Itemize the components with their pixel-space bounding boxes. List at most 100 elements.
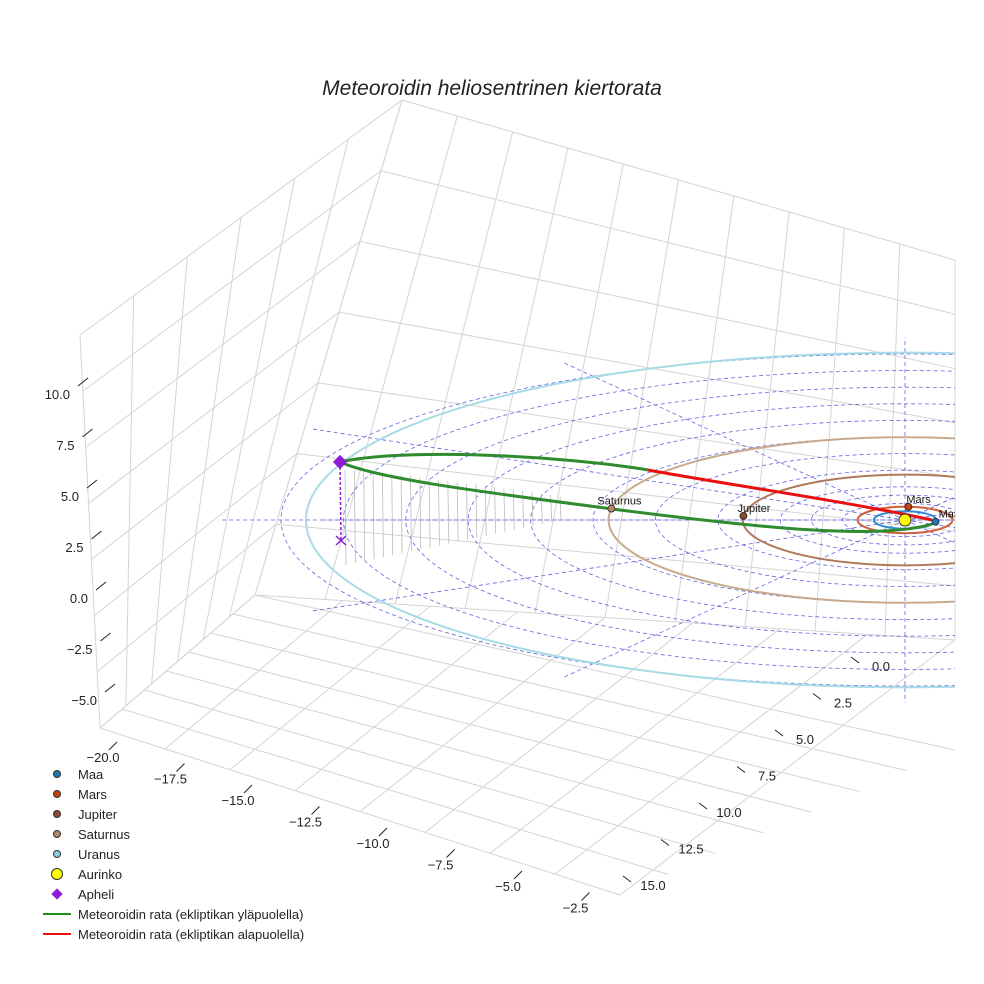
x-tick-label: −10.0 [357,836,390,851]
y-tick-mark [850,656,860,664]
ecliptic-grid-radial [561,519,906,679]
ecliptic-grid-circle [467,403,955,637]
z-tick-mark [95,581,107,591]
z-tick-mark [91,530,102,540]
x-tick-mark [513,870,523,880]
legend-item-apheli: Apheli [40,884,304,904]
x-tick-label: −17.5 [154,772,187,787]
meteoroid-orbit-below-ecliptic [647,468,933,522]
planet-markers: Maa Mars Jupiter Saturnus [597,494,961,526]
aphelion-drop-line [339,461,342,541]
y-tick-mark [698,802,708,810]
projection-line [400,475,403,554]
projection-line [559,496,562,521]
legend-item-uranus: Uranus [40,844,304,864]
ecliptic-grid-radial [904,519,955,544]
red-line-icon [43,933,71,935]
y-tick-label: 7.5 [758,769,776,784]
projection-line [550,495,553,522]
orbit-uranus [305,351,955,689]
x-tick-mark [446,849,455,858]
y-tick-label: 10.0 [716,805,741,820]
z-tick-label: 0.0 [70,591,88,606]
legend-item-orbit-above: Meteoroidin rata (ekliptikan yläpuolella… [40,904,304,924]
projection-line [456,482,459,542]
x-tick-mark [581,892,590,901]
z-tick-label: 10.0 [45,387,70,402]
ecliptic-grid-radial [310,519,906,612]
y-tick-mark [736,766,746,773]
z-tick-mark [82,428,93,438]
aphelion-projection-marker [335,535,347,546]
x-tick-mark [243,784,253,794]
sun-marker [898,513,912,527]
uranus-dot-icon [53,850,61,858]
x-tick-mark [176,763,185,772]
planet-marker-saturnus [607,504,616,513]
x-tick-mark [108,741,118,751]
mars-dot-icon [53,790,61,798]
axes-box-grid [79,99,956,896]
y-tick-mark [812,693,822,700]
x-tick-label: −7.5 [428,858,454,873]
z-tick-label: 5.0 [61,489,79,504]
projection-line [484,485,487,536]
legend-item-orbit-below: Meteoroidin rata (ekliptikan alapuolella… [40,924,304,944]
projection-line [353,470,356,564]
x-tick-mark [378,827,388,837]
y-tick-label: 15.0 [640,878,665,893]
planet-marker-maa [931,517,940,526]
y-tick-label: 5.0 [796,732,814,747]
y-tick-mark [774,729,784,737]
z-tick-mark [100,632,111,642]
green-line-icon [43,913,71,915]
diamond-icon [51,888,63,900]
x-axis: −20.0 −17.5 −15.0 −12.5 −10.0 −7.5 −5.0 −2.5 [87,741,590,916]
sun-dot-icon [51,868,63,880]
projection-line [344,469,347,566]
y-tick-mark [622,875,632,883]
ecliptic-grid-radial [310,428,906,521]
projection-line [447,480,450,544]
projection-line [363,471,366,562]
z-tick-label: 2.5 [65,540,83,555]
projection-line [372,472,375,560]
saturnus-dot-icon [53,830,61,838]
planet-marker-mars [904,502,913,511]
meteoroid-orbit-above-ecliptic-return [339,460,933,533]
z-tick-label: −2.5 [67,642,93,657]
x-tick-mark [311,806,320,815]
legend-item-maa: Maa [40,764,304,784]
projection-line [494,487,496,534]
legend-item-aurinko: Aurinko [40,864,304,884]
z-tick-mark [104,683,116,693]
jupiter-dot-icon [53,810,61,818]
z-tick-mark [77,377,89,387]
projection-line [419,477,422,550]
x-tick-label: −15.0 [222,793,255,808]
y-tick-label: 12.5 [678,842,703,857]
projection-line [391,474,394,556]
projection-line [410,476,412,552]
legend-item-saturnus: Saturnus [40,824,304,844]
z-tick-label: −5.0 [71,693,97,708]
planet-label-jupiter: Jupiter [737,503,770,515]
maa-dot-icon [53,770,61,778]
legend: Maa Mars Jupiter Saturnus Uranus Aurinko… [40,764,304,944]
orbit-saturnus [607,436,955,604]
planet-label-mars: Mars [906,494,931,506]
y-tick-mark [660,839,670,846]
ecliptic-reference-grid [218,337,955,703]
chart-title: Meteoroidin heliosentrinen kiertorata [322,77,662,100]
x-tick-label: −20.0 [87,750,120,765]
meteoroid-orbit-above-ecliptic [339,452,649,472]
z-axis: 10.0 7.5 5.0 2.5 0.0 −2.5 −5.0 [45,377,116,708]
projection-line [428,478,431,548]
x-tick-label: −5.0 [495,879,521,894]
planet-label-maa: Maa [939,509,961,521]
trajectory-projection-lines [344,469,562,566]
x-tick-label: −2.5 [563,901,589,916]
projection-line [438,479,440,546]
y-axis: 0.0 2.5 5.0 7.5 10.0 12.5 15.0 [622,656,890,893]
